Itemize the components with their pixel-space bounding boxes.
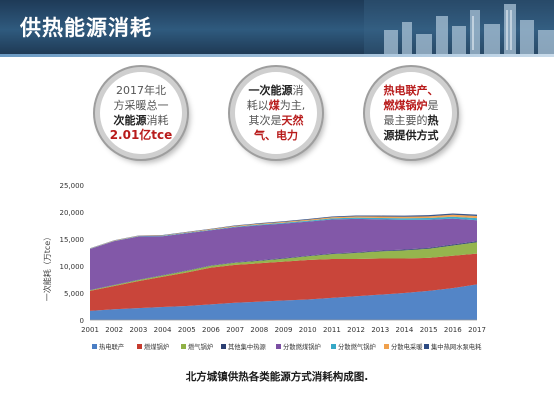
x-tick-label: 2012 (347, 326, 365, 334)
legend-swatch (384, 344, 389, 349)
circle2-line4: 气、电力 (254, 129, 298, 142)
circle2-line1: 一次能源消 (248, 84, 304, 97)
legend-item: 燃气锅炉 (181, 342, 213, 351)
legend-label: 分散电采暖 (391, 342, 423, 351)
callout-circle-coal: 一次能源消 耗以煤为主, 其次是天然 气、电力 (230, 67, 322, 159)
area-series-1 (90, 253, 477, 311)
legend-label: 燃煤锅炉 (144, 342, 169, 351)
circle1-line2: 方采暖总一 (113, 99, 169, 112)
circle2-line2: 耗以煤为主, (246, 99, 306, 112)
legend-item: 热电联产 (92, 342, 124, 351)
x-tick-label: 2015 (420, 326, 438, 334)
y-tick-label: 10,000 (60, 263, 85, 271)
area-series-2 (90, 242, 477, 291)
legend-label: 其他集中热源 (228, 342, 266, 351)
legend-item: 分散燃气锅炉 (331, 342, 376, 351)
legend-label: 分散燃煤锅炉 (283, 342, 321, 351)
legend-swatch (92, 344, 97, 349)
chart-caption: 北方城镇供热各类能源方式消耗构成图. (185, 371, 369, 383)
x-tick-label: 2009 (275, 326, 293, 334)
legend-swatch (331, 344, 336, 349)
y-tick-label: 20,000 (60, 209, 85, 217)
x-tick-label: 2014 (396, 326, 414, 334)
x-tick-label: 2007 (226, 326, 244, 334)
legend-swatch (424, 344, 429, 349)
circle1-value: 2.01亿tce (109, 128, 173, 142)
circle3-line2: 燃煤锅炉是 (383, 99, 439, 112)
header-banner: 供热能源消耗 (0, 0, 554, 54)
y-tick-label: 0 (80, 317, 84, 325)
area-series-5 (90, 216, 477, 249)
y-tick-label: 25,000 (60, 182, 85, 190)
circle1-line3: 次能源消耗 (113, 114, 169, 127)
x-tick-label: 2013 (371, 326, 389, 334)
stacked-area-chart: 0 5,000 10,000 15,000 20,000 25,000 2001 2002 2… (42, 182, 486, 351)
circle3-line4: 源提供方式 (383, 129, 439, 142)
y-tick-label: 15,000 (60, 236, 85, 244)
city-skyline-icon (364, 0, 554, 54)
legend-swatch (221, 344, 226, 349)
x-tick-label: 2008 (250, 326, 268, 334)
legend-item: 集中热网水泵电耗 (424, 342, 482, 351)
x-tick-label: 2017 (468, 326, 486, 334)
legend-label: 燃气锅炉 (188, 342, 213, 351)
legend-label: 热电联产 (99, 342, 124, 351)
x-tick-label: 2002 (105, 326, 123, 334)
circle3-line3: 最主要的热 (383, 114, 439, 127)
x-tick-label: 2003 (129, 326, 147, 334)
x-tick-label: 2001 (81, 326, 99, 334)
x-tick-label: 2016 (444, 326, 462, 334)
header-divider (0, 54, 554, 57)
y-axis-label: 一次能耗（万tce） (42, 233, 52, 301)
circle3-line1: 热电联产、 (383, 84, 439, 97)
area-series-0 (90, 284, 477, 320)
x-tick-label: 2011 (323, 326, 341, 334)
page-title: 供热能源消耗 (20, 16, 152, 40)
legend-label: 集中热网水泵电耗 (431, 342, 482, 351)
legend-item: 分散电采暖 (384, 342, 423, 351)
x-tick-label: 2006 (202, 326, 220, 334)
x-tick-label: 2010 (299, 326, 317, 334)
area-series-4 (90, 218, 477, 291)
y-tick-label: 5,000 (64, 290, 84, 298)
legend-item: 分散燃煤锅炉 (276, 342, 321, 351)
legend-swatch (276, 344, 281, 349)
legend-item: 燃煤锅炉 (137, 342, 169, 351)
callout-circle-sources: 热电联产、 燃煤锅炉是 最主要的热 源提供方式 (365, 67, 457, 159)
circle2-line3: 其次是天然 (248, 114, 304, 127)
callout-circle-total: 2017年北 方采暖总一 次能源消耗 2.01亿tce (95, 67, 187, 159)
x-tick-label: 2004 (154, 326, 172, 334)
x-tick-label: 2005 (178, 326, 196, 334)
legend-swatch (137, 344, 142, 349)
legend-swatch (181, 344, 186, 349)
circle1-line1: 2017年北 (116, 84, 166, 97)
legend-item: 其他集中热源 (221, 342, 266, 351)
legend-label: 分散燃气锅炉 (338, 342, 376, 351)
